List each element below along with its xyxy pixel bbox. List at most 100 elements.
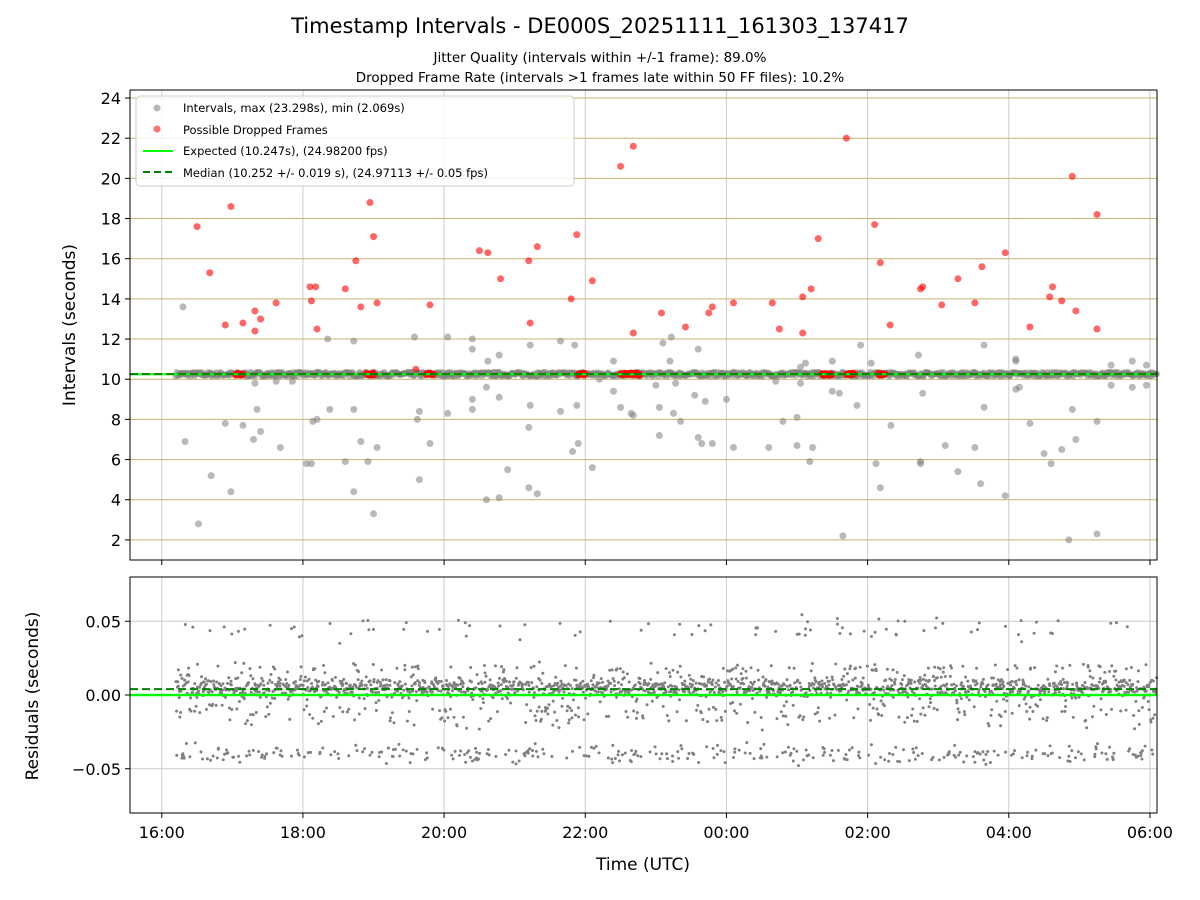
residual-point: [606, 679, 610, 683]
residual-point: [1015, 683, 1019, 687]
residual-point: [1047, 690, 1051, 694]
residual-point: [992, 749, 996, 753]
dropped-frame-point: [1046, 293, 1054, 301]
residual-point: [690, 632, 694, 636]
residual-point: [891, 695, 895, 699]
residual-point: [923, 713, 927, 717]
residual-point: [732, 756, 736, 760]
residual-point: [684, 719, 688, 723]
residual-point: [882, 704, 886, 708]
residual-point: [384, 761, 388, 765]
residual-point: [560, 704, 564, 708]
bottom-y-tick-label: 0.05: [85, 612, 121, 631]
residual-point: [286, 697, 290, 701]
residual-point: [396, 682, 400, 686]
residual-point: [660, 752, 664, 756]
residual-point: [801, 718, 805, 722]
dropped-frame-point: [938, 301, 946, 309]
interval-point: [659, 339, 667, 347]
residual-point: [902, 674, 906, 678]
residual-point: [221, 758, 225, 762]
residual-point: [645, 703, 649, 707]
dropped-frame-point: [588, 277, 596, 285]
residual-point: [1094, 747, 1098, 751]
residual-point: [942, 666, 946, 670]
residual-point: [1071, 715, 1075, 719]
residual-point: [691, 679, 695, 683]
residual-point: [316, 684, 320, 688]
residual-point: [769, 664, 773, 668]
residual-point: [720, 718, 724, 722]
residual-point: [749, 680, 753, 684]
residual-point: [1151, 716, 1155, 720]
residual-point: [774, 629, 778, 633]
residual-point: [533, 714, 537, 718]
residual-point: [511, 760, 515, 764]
residual-point: [711, 705, 715, 709]
residual-point: [836, 748, 840, 752]
residual-point: [390, 695, 394, 699]
residual-point: [193, 741, 197, 745]
residual-point: [835, 687, 839, 691]
residual-point: [784, 714, 788, 718]
residual-point: [608, 668, 612, 672]
residual-point: [195, 695, 199, 699]
residual-point: [253, 683, 257, 687]
residual-point: [706, 720, 710, 724]
residual-point: [781, 751, 785, 755]
x-ticks: 16:00 18:00 20:00 22:00 00:00 02:00 04:00 06:00: [139, 560, 1173, 842]
residual-point: [1128, 685, 1132, 689]
residual-point: [260, 676, 264, 680]
residual-point: [691, 683, 695, 687]
residual-point: [1110, 755, 1114, 759]
residual-point: [999, 714, 1003, 718]
residual-point: [408, 690, 412, 694]
residual-point: [353, 718, 357, 722]
residual-point: [262, 691, 266, 695]
interval-point: [1072, 435, 1080, 443]
residual-point: [953, 686, 957, 690]
residual-point: [809, 669, 813, 673]
residual-point: [834, 662, 838, 666]
residual-point: [1105, 757, 1109, 761]
interval-point: [828, 387, 836, 395]
dropped-frame-point: [871, 221, 879, 229]
residual-point: [806, 620, 810, 624]
residual-point: [1084, 719, 1088, 723]
residual-point: [996, 753, 1000, 757]
residual-point: [488, 678, 492, 682]
residual-point: [754, 633, 758, 637]
dropped-frame-point: [799, 293, 807, 301]
interval-point: [525, 423, 533, 431]
residual-point: [1018, 689, 1022, 693]
residual-point: [1099, 697, 1103, 701]
residual-point: [486, 747, 490, 751]
residual-point: [830, 748, 834, 752]
residual-point: [930, 687, 934, 691]
residual-point: [921, 683, 925, 687]
residual-point: [245, 719, 249, 723]
residual-point: [891, 668, 895, 672]
dropped-frame-point: [799, 329, 807, 337]
residual-point: [778, 691, 782, 695]
residual-point: [243, 627, 247, 631]
residual-point: [1011, 690, 1015, 694]
residual-point: [408, 761, 412, 765]
residual-point: [843, 667, 847, 671]
residual-point: [1053, 670, 1057, 674]
residual-point: [800, 613, 804, 617]
residual-point: [1034, 748, 1038, 752]
residual-point: [411, 673, 415, 677]
residual-point: [480, 689, 484, 693]
residual-point: [552, 684, 556, 688]
dropped-frame-point: [573, 231, 581, 239]
dropped-frame-point: [1093, 325, 1101, 333]
residual-point: [686, 685, 690, 689]
legend-label-median: Median (10.252 +/- 0.019 s), (24.97113 +…: [183, 166, 488, 180]
residual-point: [415, 747, 419, 751]
residual-point: [363, 747, 367, 751]
residual-point: [725, 684, 729, 688]
residual-point: [289, 627, 293, 631]
residual-point: [377, 698, 381, 702]
residual-point: [372, 680, 376, 684]
